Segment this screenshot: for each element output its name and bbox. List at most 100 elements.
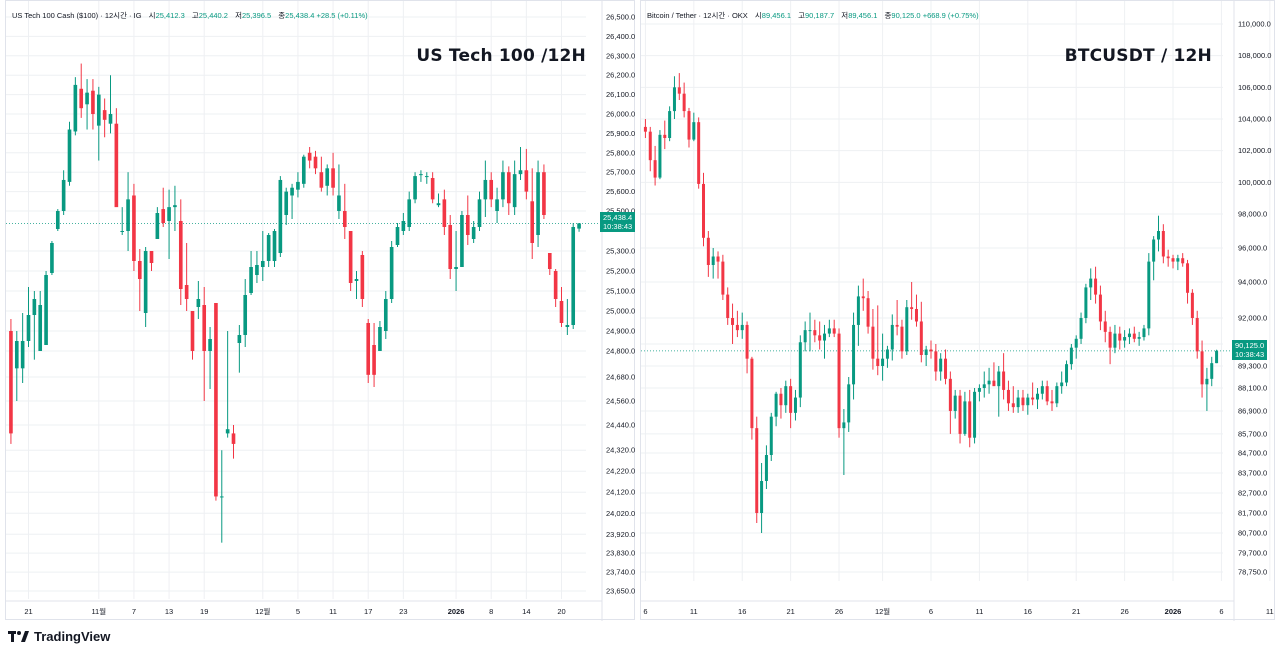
candle-body <box>939 359 942 372</box>
y-tick-label: 98,000.0 <box>1238 210 1267 219</box>
x-tick-label: 21 <box>1072 607 1080 616</box>
candle-body <box>857 296 860 325</box>
candle-body <box>443 199 447 227</box>
candle-body <box>1128 334 1131 337</box>
candle-body <box>1031 398 1034 400</box>
candle-body <box>838 334 841 429</box>
candle-body <box>973 392 976 438</box>
chart-panel-us-tech-100[interactable]: 26,500.0 26,400.0 26,300.0 26,200.0 26,100.0… <box>5 0 635 620</box>
candle-body <box>495 199 499 211</box>
candle-body <box>273 231 277 261</box>
candle-body <box>1152 240 1155 262</box>
candle-body <box>331 168 335 187</box>
candle-body <box>823 334 826 341</box>
candle-body <box>1084 287 1087 318</box>
candle-body <box>1089 279 1092 288</box>
candle-body <box>673 87 676 111</box>
candle-body <box>765 455 768 481</box>
candle-body <box>1065 364 1068 382</box>
candle-body <box>949 379 952 411</box>
x-tick-label: 21 <box>24 607 32 616</box>
high-label: 고 <box>192 11 199 20</box>
last-price: 90,125.0 <box>1235 341 1264 350</box>
y-tick-label: 24,120.0 <box>606 488 635 497</box>
candle-body <box>862 296 865 298</box>
candle-body <box>560 301 564 323</box>
y-tick-label: 24,900.0 <box>606 327 635 336</box>
candle-body <box>818 335 821 340</box>
candle-body <box>132 195 136 261</box>
x-tick-label: 26 <box>1120 607 1128 616</box>
candle-body <box>437 203 441 205</box>
tradingview-logo[interactable]: TradingView <box>8 629 110 644</box>
candle-body <box>325 168 329 185</box>
candle-body <box>208 339 212 351</box>
candle-body <box>954 396 957 411</box>
candle-body <box>644 127 647 132</box>
candle-body <box>68 130 72 182</box>
candle-body <box>775 394 778 417</box>
chart-header: Bitcoin / Tether · 12시간 · OKX 시89,456.1 … <box>647 10 979 21</box>
candle-body <box>402 221 406 231</box>
candle-body <box>799 342 802 397</box>
change-value: +668.9 (+0.75%) <box>923 11 979 20</box>
candle-body <box>9 331 13 433</box>
candle-body <box>378 327 382 351</box>
candle-body <box>150 251 154 263</box>
y-tick-label: 26,400.0 <box>606 32 635 41</box>
chart-header: US Tech 100 Cash ($100) · 12시간 · IG 시25,… <box>12 10 368 21</box>
candle-body <box>1157 231 1160 240</box>
candle-body <box>886 350 889 359</box>
candle-body <box>804 330 807 342</box>
last-price-tag: 90,125.0 10:38:43 <box>1232 340 1267 360</box>
candle-body <box>296 182 300 190</box>
chart-panel-btcusdt[interactable]: 110,000.0 108,000.0 106,000.0 104,000.0 102,… <box>640 0 1275 620</box>
candle-body <box>1205 379 1208 385</box>
candle-body <box>1113 334 1116 348</box>
candle-body <box>1191 293 1194 318</box>
candle-body <box>513 174 517 207</box>
candle-body <box>654 160 657 177</box>
candle-body <box>501 172 505 199</box>
candle-body <box>454 267 458 269</box>
candle-body <box>1007 390 1010 403</box>
candle-body <box>267 235 271 261</box>
chart-canvas-us-tech-100[interactable]: 26,500.0 26,400.0 26,300.0 26,200.0 26,100.0… <box>6 1 636 621</box>
x-tick-label: 21 <box>786 607 794 616</box>
countdown: 10:38:43 <box>1235 350 1264 359</box>
candle-body <box>243 295 247 335</box>
y-tick-label: 86,900.0 <box>1238 406 1267 415</box>
candle-body <box>997 372 1000 387</box>
x-tick-label: 11 <box>690 607 698 616</box>
candle-body <box>1147 262 1150 329</box>
y-tick-label: 26,300.0 <box>606 51 635 60</box>
candle-body <box>15 341 19 368</box>
y-tick-label: 25,800.0 <box>606 148 635 157</box>
candle-body <box>808 330 811 331</box>
candle-body <box>361 255 365 299</box>
candle-body <box>38 305 42 351</box>
candle-body <box>741 325 744 330</box>
y-tick-label: 24,020.0 <box>606 509 635 518</box>
candle-body <box>891 325 894 350</box>
candle-body <box>1176 258 1179 261</box>
candle-body <box>302 157 306 184</box>
candle-body <box>881 359 884 366</box>
candle-body <box>566 325 570 327</box>
candle-body <box>813 330 816 335</box>
candle-body <box>900 327 903 352</box>
candle-body <box>1017 398 1020 408</box>
candle-body <box>1070 348 1073 365</box>
candle-body <box>944 359 947 379</box>
change-value: +28.5 (+0.11%) <box>316 11 367 20</box>
candle-body <box>755 428 758 513</box>
candle-body <box>85 93 89 105</box>
candle-body <box>126 199 130 231</box>
candle-body <box>934 351 937 371</box>
countdown: 10:38:43 <box>603 222 632 231</box>
candle-body <box>33 299 37 315</box>
y-tick-label: 25,200.0 <box>606 267 635 276</box>
candle-body <box>232 433 236 444</box>
chart-canvas-btcusdt[interactable]: 110,000.0 108,000.0 106,000.0 104,000.0 102,… <box>641 1 1276 621</box>
x-tick-label: 7 <box>132 607 136 616</box>
